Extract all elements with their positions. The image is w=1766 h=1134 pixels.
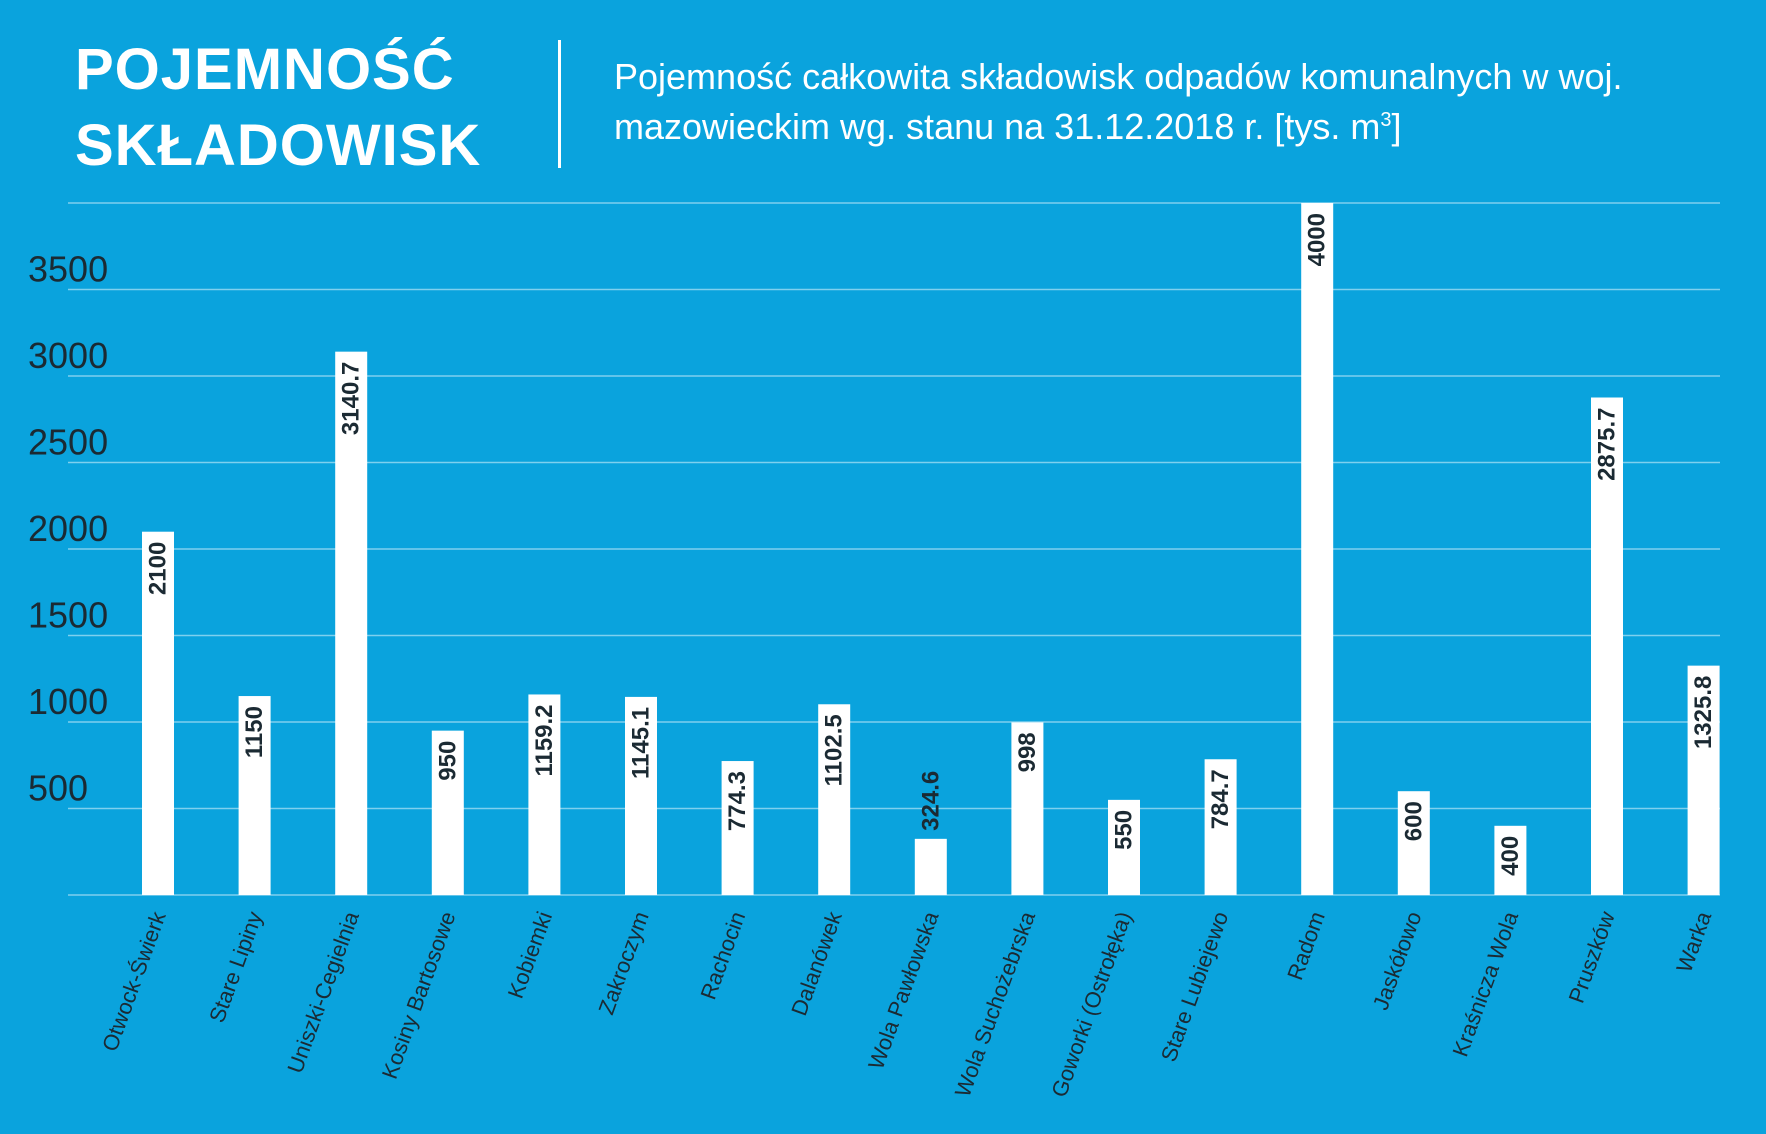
bar [1011, 722, 1044, 895]
x-category-label: Goworki (Ostrołęka) [1046, 908, 1136, 1100]
subtitle-end: ] [1391, 106, 1402, 147]
bar-value-label: 1150 [241, 706, 268, 758]
y-tick-label: 1500 [28, 595, 108, 636]
x-category-label: Uniszki-Cegielnia [282, 907, 364, 1076]
x-category-label: Kosiny Bartosowe [377, 908, 461, 1082]
bar [1108, 799, 1140, 895]
chart-subtitle: Pojemność całkowita składowisk odpadów k… [614, 52, 1734, 152]
bar-value-label: 2100 [145, 542, 172, 595]
bar-value-label: 3140.7 [338, 362, 365, 435]
bar [142, 531, 174, 895]
bar [335, 351, 368, 895]
bar-value-label: 784.7 [1207, 769, 1234, 829]
bar [1591, 397, 1623, 895]
header-divider [558, 40, 561, 168]
bar [721, 761, 754, 895]
subtitle-superscript: 3 [1380, 109, 1392, 131]
bar [625, 696, 657, 895]
bar-value-label: 1145.1 [628, 707, 655, 779]
page-title: POJEMNOŚĆ SKŁADOWISK [75, 32, 481, 184]
bar-value-label: 550 [1111, 810, 1138, 850]
bar-value-label: 1325.8 [1690, 676, 1717, 749]
bar-value-label: 1159.2 [531, 704, 558, 776]
x-category-label: Otwock-Świerk [97, 907, 171, 1054]
bar-value-label: 400 [1497, 836, 1524, 876]
title-line-2: SKŁADOWISK [75, 113, 482, 178]
bar-value-label: 998 [1014, 732, 1041, 772]
x-category-label: Stare Lubiejewo [1156, 908, 1233, 1065]
x-category-label: Kobiemki [503, 908, 557, 1002]
x-category-label: Radom [1282, 908, 1330, 983]
x-category-label: Stare Lipiny [204, 908, 267, 1026]
bar [1204, 759, 1237, 895]
y-tick-label: 3000 [28, 335, 108, 376]
y-tick-label: 500 [28, 768, 88, 809]
subtitle-text: Pojemność całkowita składowisk odpadów k… [614, 56, 1623, 147]
title-line-1: POJEMNOŚĆ [75, 37, 455, 102]
x-category-label: Wola Pawłowska [863, 907, 943, 1072]
bar [431, 730, 464, 895]
bar [1687, 665, 1720, 895]
bar [1397, 791, 1430, 895]
y-tick-label: 2500 [28, 422, 108, 463]
bar-value-label: 774.3 [724, 771, 751, 831]
x-category-label: Rachocin [695, 908, 750, 1003]
bar [914, 838, 947, 895]
x-category-label: Wola Suchożebrska [950, 907, 1041, 1100]
y-tick-label: 3500 [28, 249, 108, 290]
bar-value-label: 1102.5 [821, 714, 848, 786]
x-category-label: Jaskółowo [1368, 908, 1427, 1013]
x-category-label: Kraśnicza Wola [1447, 907, 1523, 1060]
bar [528, 694, 561, 895]
bar-value-label: 2875.7 [1594, 408, 1621, 481]
y-tick-label: 2000 [28, 508, 108, 549]
bar-value-label: 324.6 [917, 771, 944, 831]
bar [818, 704, 851, 895]
bar-value-label: 4000 [1304, 213, 1331, 266]
bar [238, 696, 271, 895]
x-category-label: Dalanówek [786, 907, 847, 1019]
y-tick-label: 1000 [28, 681, 108, 722]
bar [1301, 203, 1334, 895]
bar-value-label: 950 [434, 741, 461, 781]
bar [1494, 825, 1527, 895]
x-category-label: Pruszków [1564, 908, 1620, 1006]
bar-value-label: 600 [1400, 801, 1427, 841]
x-category-label: Zakroczym [593, 908, 653, 1018]
x-category-label: Warka [1671, 907, 1716, 975]
